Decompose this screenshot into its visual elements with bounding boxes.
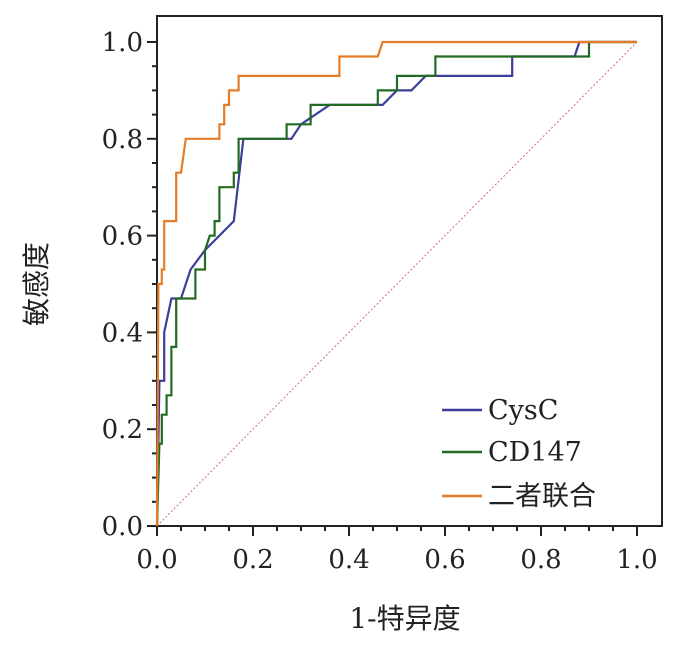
series-line — [155, 40, 637, 527]
y-tick-label: 0.2 — [102, 415, 143, 445]
y-tick-label: 0.6 — [102, 222, 143, 252]
y-tick-label: 1.0 — [102, 28, 143, 58]
plot-area — [156, 15, 663, 527]
y-axis-title: 敏感度 — [20, 242, 53, 326]
series-line — [155, 40, 637, 527]
reference-line-group — [156, 41, 638, 527]
y-tick-label: 0.0 — [102, 512, 143, 542]
x-tick-label: 0.0 — [136, 545, 177, 575]
legend-label: CysC — [488, 395, 558, 426]
x-axis-title: 1-特异度 — [349, 602, 460, 635]
series-lines — [155, 40, 637, 527]
legend-label: CD147 — [488, 437, 582, 468]
reference-diagonal — [156, 41, 638, 527]
x-tick-label: 0.4 — [328, 545, 369, 575]
axis-ticks — [147, 41, 638, 536]
axis-labels: 0.0 0.2 0.4 0.6 0.8 1.0 0.0 0.2 0.4 0.6 0.8 1.0 1-特异… — [20, 28, 658, 635]
y-tick-label: 0.4 — [102, 318, 143, 348]
y-tick-label: 0.8 — [102, 125, 143, 155]
plot-frame — [156, 15, 663, 527]
legend-label: 二者联合 — [488, 481, 596, 512]
legend: CysC CD147 二者联合 — [442, 395, 596, 512]
x-tick-label: 1.0 — [616, 545, 657, 575]
x-tick-label: 0.2 — [232, 545, 273, 575]
x-tick-label: 0.8 — [520, 545, 561, 575]
series-line — [155, 40, 637, 527]
x-tick-label: 0.6 — [424, 545, 465, 575]
